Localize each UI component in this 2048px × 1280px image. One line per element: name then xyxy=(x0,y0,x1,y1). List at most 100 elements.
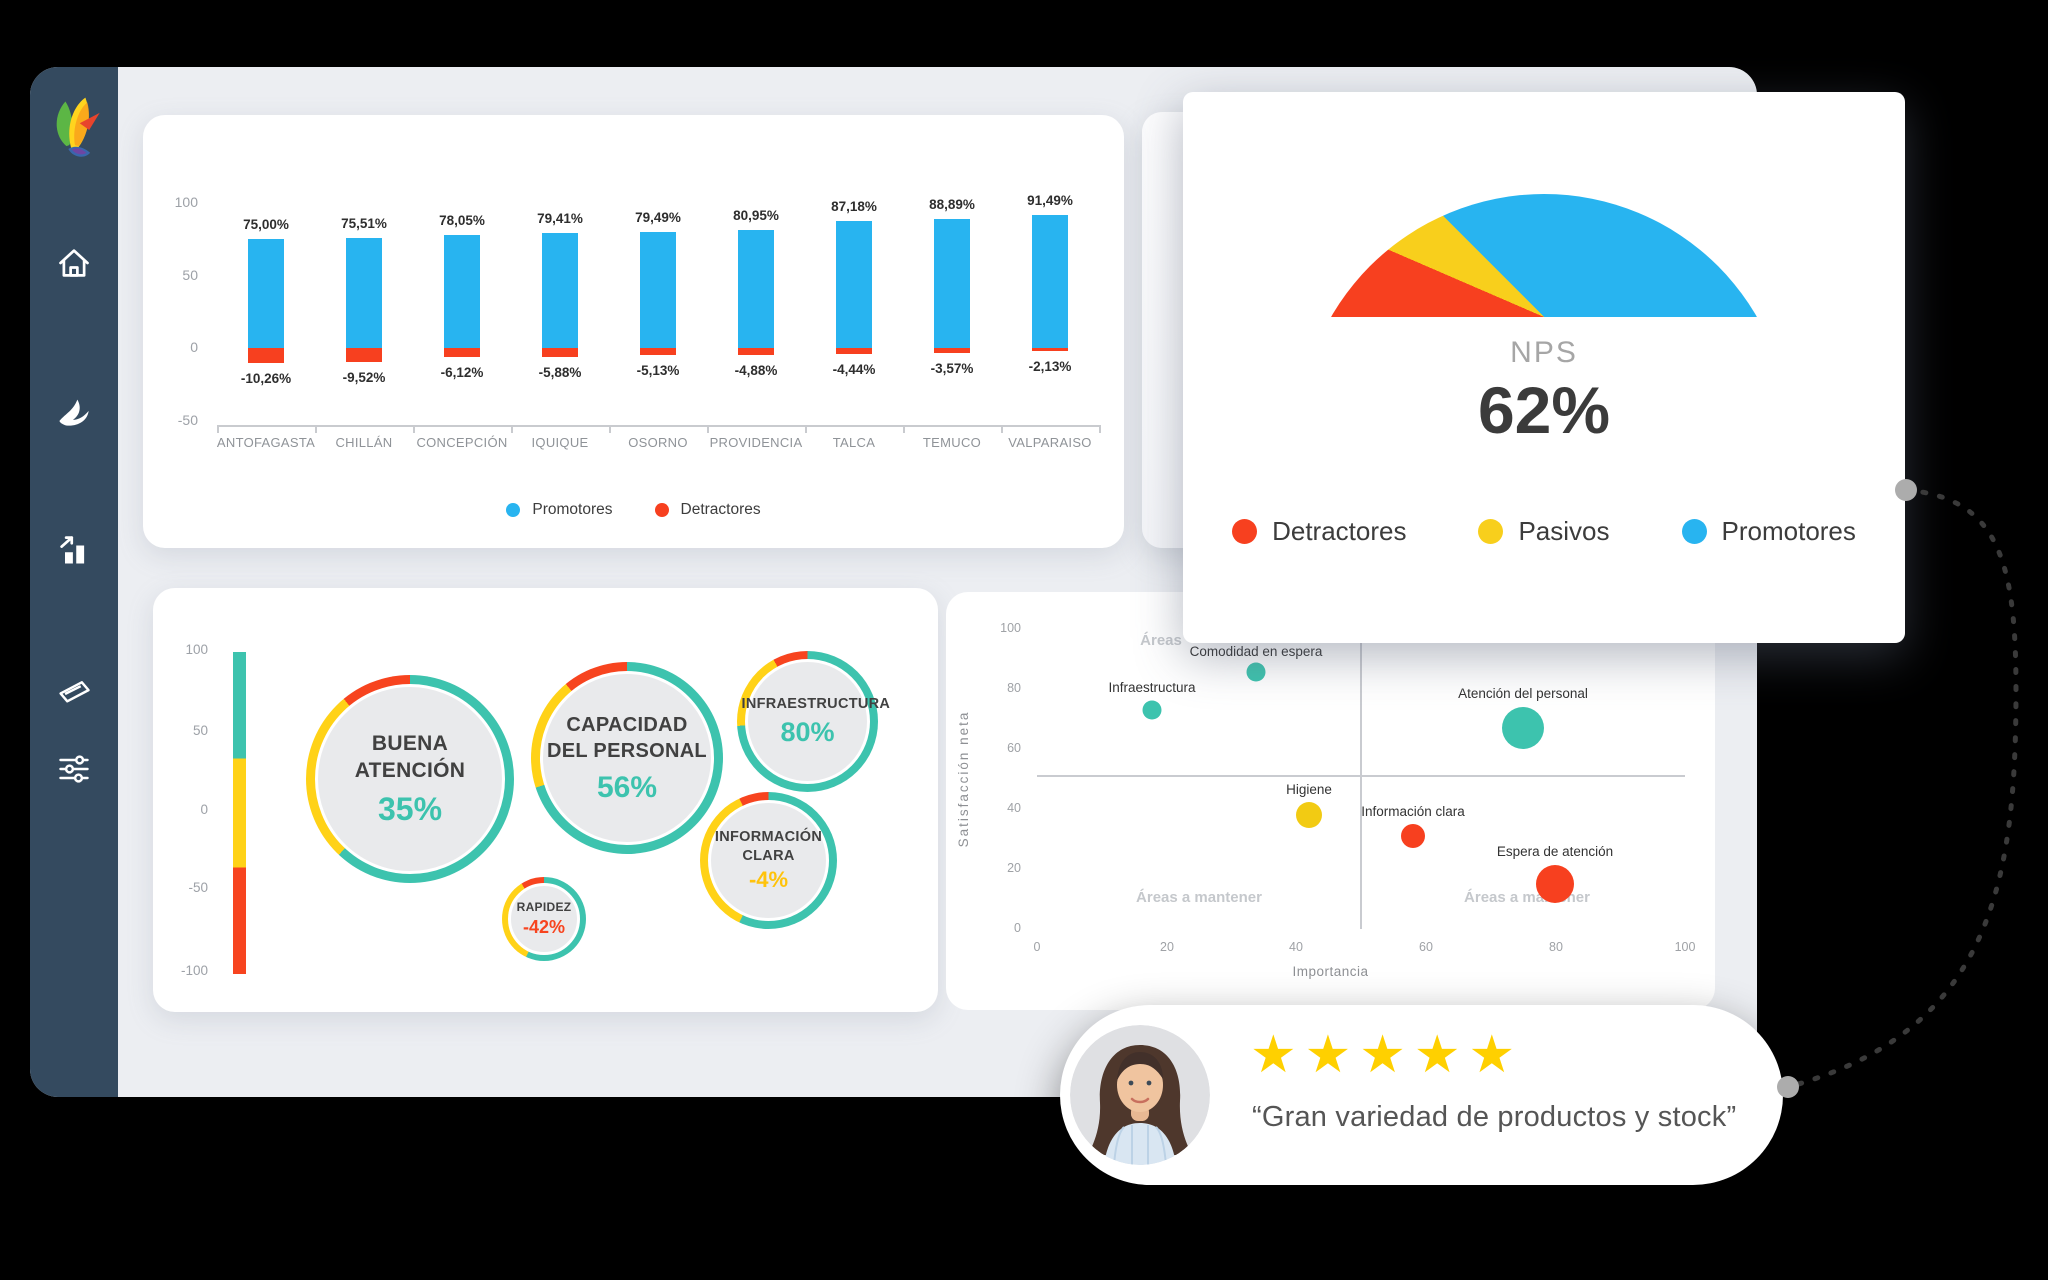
detractores-bar[interactable] xyxy=(640,348,676,355)
scatter-x-tick: 60 xyxy=(1419,940,1433,954)
bar-column[interactable]: 80,95% -4,88% PROVIDENCIA xyxy=(707,115,805,548)
bar-column[interactable]: 78,05% -6,12% CONCEPCIÓN xyxy=(413,115,511,548)
detractores-bar[interactable] xyxy=(1032,348,1068,351)
bar-column[interactable]: 87,18% -4,44% TALCA xyxy=(805,115,903,548)
scatter-y-tick: 100 xyxy=(1000,621,1021,635)
x-axis-category: IQUIQUE xyxy=(531,435,589,450)
color-scale-bar xyxy=(233,652,246,974)
bar-value-label: -6,12% xyxy=(440,365,484,380)
x-axis-category: OSORNO xyxy=(628,435,688,450)
bar-value-label: 88,89% xyxy=(929,197,975,212)
x-axis-category: TALCA xyxy=(832,435,876,450)
bubble-rapidez[interactable]: RAPIDEZ -42% xyxy=(502,877,586,961)
legend-label: Detractores xyxy=(680,501,761,518)
point-higiene[interactable] xyxy=(1296,802,1322,828)
star-icon: ★ xyxy=(1250,1026,1305,1084)
bubble-infraestructura[interactable]: INFRAESTRUCTURA 80% xyxy=(737,651,891,792)
bubble-scale-tick: -100 xyxy=(180,963,208,978)
bubble-informacion-clara[interactable]: INFORMACIÓN CLARA -4% xyxy=(700,792,837,929)
bar-x-axis xyxy=(217,425,1101,433)
point-infraestructura[interactable] xyxy=(1142,700,1162,720)
bar-y-tick: 100 xyxy=(174,194,198,210)
star-rating: ★★★★★ xyxy=(1250,1029,1523,1081)
testimonial-quote: “Gran variedad de productos y stock” xyxy=(1252,1101,1737,1133)
promotores-bar[interactable] xyxy=(444,235,480,348)
bubble-value: 35% xyxy=(377,791,443,828)
scatter-x-tick: 80 xyxy=(1549,940,1563,954)
bubble-name: INFRAESTRUCTURA xyxy=(741,695,891,712)
home-icon xyxy=(59,249,89,277)
point-informacion-clara[interactable] xyxy=(1401,824,1425,848)
promotores-bar[interactable] xyxy=(738,230,774,348)
legend-label: Detractores xyxy=(1272,516,1407,546)
star-icon: ★ xyxy=(1468,1026,1524,1084)
bar-column[interactable]: 79,41% -5,88% IQUIQUE xyxy=(511,115,609,548)
scatter-y-axis-label: Satisfacción neta xyxy=(956,710,971,848)
quadrant-vertical-line xyxy=(1360,630,1362,929)
legend-label: Promotores xyxy=(532,501,613,518)
bar-column[interactable]: 75,51% -9,52% CHILLÁN xyxy=(315,115,413,548)
bubble-scale-tick: -50 xyxy=(188,880,208,895)
scatter-x-tick: 100 xyxy=(1674,940,1696,954)
bubble-capacidad-del-personal[interactable]: CAPACIDAD DEL PERSONAL 56% xyxy=(531,662,723,854)
bubble-scale-tick: 0 xyxy=(200,802,208,817)
point-atencion-del-personal[interactable] xyxy=(1502,707,1544,749)
detractores-bar[interactable] xyxy=(738,348,774,355)
point-label: Comodidad en espera xyxy=(1189,644,1323,659)
bubble-value: 80% xyxy=(780,717,835,748)
scatter-y-tick: 80 xyxy=(1007,681,1021,695)
bar-value-label: -4,88% xyxy=(734,363,778,378)
bar-value-label: 87,18% xyxy=(831,199,877,214)
bar-value-label: -2,13% xyxy=(1028,359,1072,374)
detractores-bar[interactable] xyxy=(934,348,970,353)
bar-y-tick: -50 xyxy=(177,412,198,428)
legend-label: Pasivos xyxy=(1518,516,1610,546)
bar-y-tick: 0 xyxy=(190,339,198,355)
bar-column[interactable]: 91,49% -2,13% VALPARAISO xyxy=(1001,115,1099,548)
bar-value-label: 75,51% xyxy=(341,216,387,231)
bubble-buena-atencion[interactable]: BUENA ATENCIÓN 35% xyxy=(306,675,514,883)
promotores-bar[interactable] xyxy=(542,233,578,348)
testimonial-card: ★★★★★ “Gran variedad de productos y stoc… xyxy=(1060,1005,1783,1185)
bubble-name: RAPIDEZ xyxy=(516,900,572,915)
detractores-bar[interactable] xyxy=(836,348,872,354)
bar-value-label: -3,57% xyxy=(930,361,974,376)
point-label: Información clara xyxy=(1361,804,1465,819)
bar-column[interactable]: 79,49% -5,13% OSORNO xyxy=(609,115,707,548)
bar-column[interactable]: 75,00% -10,26% ANTOFAGASTA xyxy=(217,115,315,548)
promotores-bar[interactable] xyxy=(934,219,970,348)
bar-value-label: -10,26% xyxy=(240,371,292,386)
sidebar-item-tickets[interactable] xyxy=(55,672,93,711)
promotores-bar[interactable] xyxy=(248,239,284,348)
promotores-bar[interactable] xyxy=(346,238,382,348)
bar-value-label: 78,05% xyxy=(439,213,485,228)
detractores-bar[interactable] xyxy=(346,348,382,362)
sidebar-item-home[interactable] xyxy=(56,246,92,285)
promotores-legend-dot xyxy=(1681,519,1707,544)
detractores-bar[interactable] xyxy=(542,348,578,357)
detractores-legend-dot xyxy=(1232,519,1258,544)
point-comodidad-en-espera[interactable] xyxy=(1246,662,1266,682)
bar-value-label: 75,00% xyxy=(243,217,289,232)
quadrant-horizontal-line xyxy=(1037,775,1685,777)
quadrant-label-bottom-left: Áreas a mantener xyxy=(1136,889,1262,906)
promotores-bar[interactable] xyxy=(1032,215,1068,348)
promotores-bar[interactable] xyxy=(640,232,676,348)
bar-value-label: -5,88% xyxy=(538,365,582,380)
detractores-legend-dot xyxy=(654,503,669,517)
detractores-bar[interactable] xyxy=(444,348,480,357)
sidebar xyxy=(30,67,118,1097)
x-axis-category: ANTOFAGASTA xyxy=(216,435,316,450)
promotores-bar[interactable] xyxy=(836,221,872,348)
point-label: Espera de atención xyxy=(1496,844,1614,859)
point-espera-de-atencion[interactable] xyxy=(1536,865,1574,903)
sidebar-item-analytics[interactable] xyxy=(56,533,92,572)
detractores-bar[interactable] xyxy=(248,348,284,363)
sidebar-item-social[interactable] xyxy=(56,396,92,433)
promotores-legend-dot xyxy=(506,503,521,517)
bar-column[interactable]: 88,89% -3,57% TEMUCO xyxy=(903,115,1001,548)
brand-logo xyxy=(43,91,105,172)
sidebar-item-settings[interactable] xyxy=(56,751,92,792)
scatter-y-tick: 40 xyxy=(1007,801,1021,815)
